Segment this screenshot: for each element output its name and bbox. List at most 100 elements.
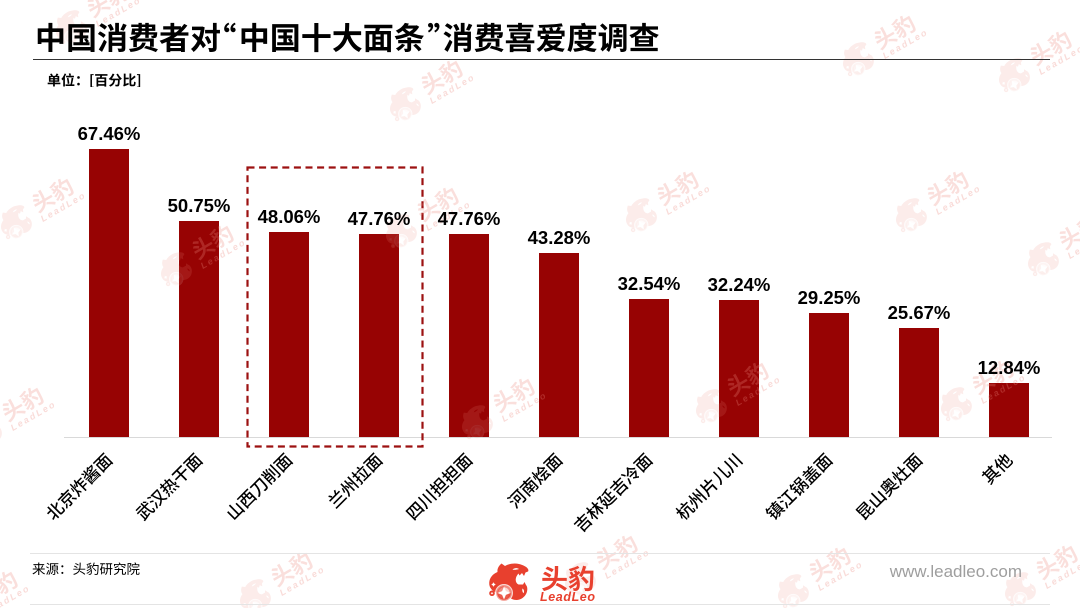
cjk-text [32, 178, 74, 214]
cjk-text [657, 171, 699, 207]
cjk-text [765, 452, 834, 520]
page-title [35, 22, 660, 53]
website-url: www.leadleo.com [889, 561, 1022, 581]
bar-兰州拉面 [359, 233, 399, 438]
category-label [763, 450, 835, 522]
watermark: LeadLeo [1013, 191, 1080, 289]
leopard-icon [940, 386, 972, 421]
cjk-text [972, 360, 1014, 396]
cjk-text [135, 452, 204, 522]
value-label: 48.06% [257, 206, 321, 228]
x-axis-line [64, 437, 1052, 438]
category-label [133, 450, 205, 522]
bar-四川担担面 [449, 233, 489, 438]
cjk-text [37, 22, 659, 53]
title-underline [33, 59, 1050, 60]
cjk-text [328, 452, 384, 509]
leopard-icon [1027, 241, 1059, 276]
watermark: LeadLeo [0, 363, 80, 461]
value-label: 32.24% [707, 273, 771, 295]
leopard-icon [160, 251, 192, 286]
category-label [43, 450, 115, 522]
cjk-text [541, 565, 593, 591]
cjk-text [192, 225, 234, 261]
leopard-icon [0, 204, 32, 239]
watermark: LeadLeo [447, 354, 570, 452]
leopard-icon [239, 578, 271, 608]
watermark: LeadLeo [0, 547, 54, 608]
cjk-text [47, 452, 114, 520]
cjk-text [727, 362, 769, 398]
category-label [325, 450, 385, 510]
category-label [223, 450, 295, 522]
cjk-text [874, 15, 916, 51]
leadleo-logo-cn [541, 565, 595, 592]
cjk-text [87, 0, 129, 19]
cjk-text [981, 454, 1014, 485]
cjk-text [405, 452, 474, 521]
cjk-text [927, 171, 969, 207]
leopard-icon [695, 388, 727, 423]
watermark: LeadLeo [146, 201, 269, 299]
value-label: 67.46% [77, 123, 141, 145]
watermark: LeadLeo [0, 154, 110, 252]
category-label [505, 450, 565, 510]
bar-北京炸酱面 [89, 149, 129, 438]
bar-吉林延吉冷面 [629, 298, 669, 438]
value-label: 50.75% [167, 194, 231, 216]
watermark: LeadLeo [371, 163, 494, 261]
footer-separator-bottom [30, 603, 1050, 605]
cjk-text [421, 60, 463, 96]
value-label: 43.28% [527, 226, 591, 248]
watermark: LeadLeo [225, 528, 348, 608]
watermark: LeadLeo [881, 147, 1004, 245]
category-label [853, 450, 925, 522]
cjk-text [32, 562, 140, 576]
cjk-text [573, 452, 654, 533]
cjk-text [271, 552, 313, 588]
watermark: LeadLeo [990, 521, 1080, 608]
cjk-text [47, 73, 140, 88]
value-label: 47.76% [347, 207, 411, 229]
category-label [673, 450, 745, 522]
leopard-icon [461, 404, 493, 439]
watermark: LeadLeo [984, 7, 1080, 105]
cjk-text [1030, 31, 1072, 67]
value-label: 32.54% [617, 272, 681, 294]
cjk-text [493, 378, 535, 414]
watermark: LeadLeo [375, 36, 498, 134]
leadleo-logo-icon [484, 560, 534, 608]
leopard-icon [385, 213, 417, 248]
unit-label [47, 73, 142, 88]
value-label: 25.67% [887, 301, 951, 323]
cjk-text [1036, 545, 1078, 581]
cjk-text [227, 452, 294, 521]
watermark: LeadLeo [681, 338, 804, 436]
leopard-icon [895, 197, 927, 232]
value-label: 12.84% [977, 356, 1041, 378]
leopard-icon [489, 563, 529, 602]
watermark: LeadLeo [828, 0, 951, 89]
leadleo-logo-en: LeadLeo [540, 589, 596, 604]
leopard-icon [389, 86, 421, 121]
leopard-icon [842, 41, 874, 76]
bar-其他 [989, 382, 1029, 438]
category-label [979, 450, 1015, 486]
leopard-icon [1004, 571, 1036, 606]
value-label: 47.76% [437, 207, 501, 229]
category-label [571, 450, 655, 534]
category-label [403, 450, 475, 522]
watermark: LeadLeo [611, 147, 734, 245]
bar-山西刀削面 [269, 232, 309, 438]
bar-镇江锅盖面 [809, 312, 849, 438]
bar-武汉热干面 [179, 220, 219, 438]
watermark: LeadLeo [926, 336, 1049, 434]
cjk-text [0, 571, 18, 595]
cjk-text [2, 387, 44, 423]
cjk-text [675, 452, 744, 520]
leopard-icon [998, 57, 1030, 92]
bar-河南烩面 [539, 252, 579, 438]
highlight-dashed-box [246, 166, 425, 454]
cjk-text [507, 452, 564, 509]
